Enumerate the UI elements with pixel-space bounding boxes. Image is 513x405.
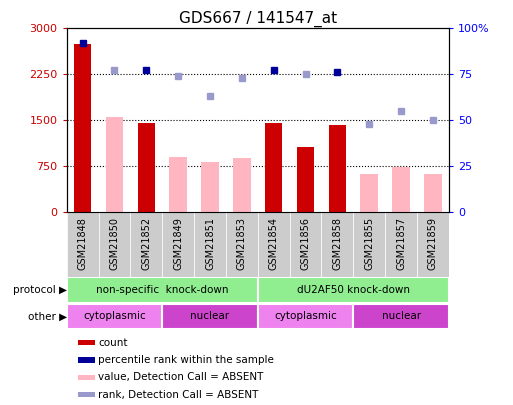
- Bar: [106, 117, 123, 211]
- Text: value, Detection Call = ABSENT: value, Detection Call = ABSENT: [98, 373, 263, 382]
- Bar: [67, 211, 98, 277]
- Bar: [353, 211, 385, 277]
- Bar: [258, 211, 290, 277]
- Bar: [78, 392, 95, 397]
- Bar: [74, 44, 91, 211]
- Bar: [67, 304, 162, 329]
- Bar: [78, 358, 95, 363]
- Bar: [322, 211, 353, 277]
- Bar: [297, 147, 314, 211]
- Text: cytoplasmic: cytoplasmic: [274, 311, 337, 322]
- Bar: [137, 123, 155, 211]
- Text: GSM21856: GSM21856: [301, 217, 310, 270]
- Text: GSM21851: GSM21851: [205, 217, 215, 270]
- Text: GSM21859: GSM21859: [428, 217, 438, 270]
- Text: protocol ▶: protocol ▶: [13, 285, 67, 295]
- Title: GDS667 / 141547_at: GDS667 / 141547_at: [179, 11, 337, 27]
- Bar: [361, 174, 378, 211]
- Bar: [226, 211, 258, 277]
- Text: GSM21850: GSM21850: [109, 217, 120, 270]
- Bar: [265, 123, 283, 211]
- Text: GSM21848: GSM21848: [77, 217, 88, 270]
- Bar: [67, 277, 258, 303]
- Text: GSM21852: GSM21852: [141, 217, 151, 270]
- Bar: [169, 157, 187, 211]
- Bar: [385, 211, 417, 277]
- Bar: [392, 167, 410, 211]
- Text: nuclear: nuclear: [190, 311, 230, 322]
- Bar: [290, 211, 322, 277]
- Text: GSM21853: GSM21853: [237, 217, 247, 270]
- Text: cytoplasmic: cytoplasmic: [83, 311, 146, 322]
- Bar: [258, 277, 449, 303]
- Text: non-specific  knock-down: non-specific knock-down: [96, 285, 228, 295]
- Bar: [98, 211, 130, 277]
- Text: other ▶: other ▶: [28, 311, 67, 322]
- Bar: [162, 304, 258, 329]
- Bar: [258, 304, 353, 329]
- Text: GSM21858: GSM21858: [332, 217, 342, 270]
- Text: nuclear: nuclear: [382, 311, 421, 322]
- Bar: [130, 211, 162, 277]
- Bar: [417, 211, 449, 277]
- Text: percentile rank within the sample: percentile rank within the sample: [98, 355, 274, 365]
- Bar: [194, 211, 226, 277]
- Text: GSM21855: GSM21855: [364, 217, 374, 270]
- Text: GSM21849: GSM21849: [173, 217, 183, 270]
- Text: dU2AF50 knock-down: dU2AF50 knock-down: [297, 285, 410, 295]
- Bar: [233, 158, 251, 211]
- Text: GSM21857: GSM21857: [396, 217, 406, 270]
- Text: count: count: [98, 337, 128, 347]
- Bar: [329, 125, 346, 211]
- Bar: [424, 174, 442, 211]
- Bar: [78, 375, 95, 380]
- Text: GSM21854: GSM21854: [269, 217, 279, 270]
- Bar: [78, 340, 95, 345]
- Bar: [201, 162, 219, 211]
- Text: rank, Detection Call = ABSENT: rank, Detection Call = ABSENT: [98, 390, 259, 400]
- Bar: [353, 304, 449, 329]
- Bar: [162, 211, 194, 277]
